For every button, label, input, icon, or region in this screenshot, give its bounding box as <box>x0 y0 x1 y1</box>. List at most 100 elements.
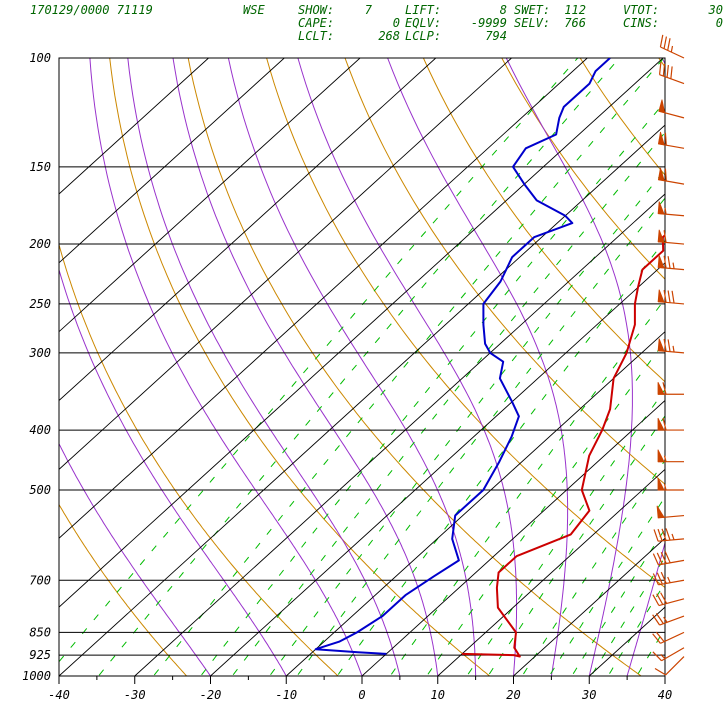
wind-barb <box>656 505 685 519</box>
index-vtot-label: VTOT: <box>623 3 660 17</box>
mixing-ratio-line <box>426 340 665 676</box>
isotherms <box>59 58 665 676</box>
moist-adiabat-line <box>626 58 665 676</box>
wind-barb <box>659 34 685 59</box>
mixing-ratio-line <box>336 239 665 676</box>
isotherm-line <box>513 537 665 676</box>
x-ticks <box>58 676 666 684</box>
index-lclp-label: LCLP: <box>405 29 442 43</box>
wind-barb <box>657 382 684 395</box>
index-lclt-value: 268 <box>378 29 400 43</box>
pressure-label: 700 <box>29 573 51 587</box>
mixing-ratio-line <box>152 58 665 676</box>
index-vtot-value: 30 <box>708 3 723 17</box>
index-show-label: SHOW: <box>298 3 335 17</box>
wind-barb <box>652 551 685 566</box>
temperature-labels: -40 -30 -20 -10 0 10 20 30 40 <box>48 688 672 702</box>
dry-adiabat-line <box>59 503 188 676</box>
dry-adiabat-line <box>109 58 491 676</box>
wind-barb <box>657 477 684 491</box>
mixing-ratio-line <box>590 556 665 676</box>
isotherm-line <box>664 675 665 676</box>
dry-adiabat-line <box>422 58 665 383</box>
pressure-label: 200 <box>29 237 51 251</box>
wind-barb <box>657 201 685 217</box>
wind-barb <box>653 528 685 542</box>
index-eqlv-label: EQLV: <box>405 16 442 30</box>
wind-barb <box>652 613 685 626</box>
isotherm-line <box>59 124 665 676</box>
moist-adiabat-line <box>172 58 439 676</box>
isotherm-line <box>361 399 665 676</box>
index-cins-label: CINS: <box>623 16 660 30</box>
isotherm-line <box>59 58 361 333</box>
header-station: 170129/0000 71119 <box>30 3 153 17</box>
temperature-label: 40 <box>658 688 672 702</box>
wind-barb <box>657 417 684 431</box>
mixing-ratio-line <box>97 58 620 676</box>
isotherm-line <box>59 58 588 539</box>
moist-adiabat-line <box>227 58 477 676</box>
isotherm-line <box>59 58 664 608</box>
pressure-label: 250 <box>29 297 51 311</box>
wind-barb <box>652 647 685 662</box>
wind-barb <box>657 449 684 463</box>
wind-barb <box>652 571 685 586</box>
wind-barb <box>652 631 685 644</box>
isotherm-line <box>59 58 512 471</box>
moist-adiabat-line <box>387 58 569 676</box>
wind-barb <box>657 167 685 185</box>
temperature-label: 20 <box>506 688 520 702</box>
temperature-label: -40 <box>48 688 70 702</box>
pressure-label: 925 <box>29 648 51 662</box>
pressure-label: 400 <box>29 423 51 437</box>
pressure-label: 150 <box>29 160 51 174</box>
dry-adiabat-line <box>266 58 665 589</box>
index-selv-value: 766 <box>564 16 586 30</box>
pressure-labels: 1000 925 850 700 500 400 300 250 200 150 100 <box>22 51 51 683</box>
index-show-value: 7 <box>364 3 372 17</box>
wind-barb <box>657 229 685 245</box>
isotherm-line <box>285 331 665 676</box>
isotherm-line <box>59 58 437 402</box>
isobars <box>59 57 665 677</box>
frame-rect <box>58 57 666 677</box>
mixing-ratio-line <box>231 131 665 676</box>
index-cape-value: 0 <box>392 16 400 30</box>
mixing-ratio-line <box>636 627 665 676</box>
pressure-label: 100 <box>29 51 51 65</box>
mixing-ratio-line <box>268 169 665 676</box>
dry-adiabat-line <box>187 58 642 676</box>
pressure-label: 500 <box>29 483 51 497</box>
dry-adiabat-line <box>344 58 665 485</box>
dry-adiabat-line <box>59 242 339 676</box>
moist-adiabat-line <box>127 58 401 676</box>
wind-barb <box>654 656 685 676</box>
wind-barb <box>657 289 685 305</box>
moist-adiabat-line <box>59 442 212 676</box>
temperature-label: -30 <box>124 688 146 702</box>
dry-adiabats <box>59 58 665 676</box>
index-swet-value: 112 <box>564 3 586 17</box>
pressure-label: 300 <box>28 346 51 360</box>
header-code: WSE <box>243 3 265 17</box>
mixing-ratio-line <box>389 298 665 676</box>
index-cape-label: CAPE: <box>298 16 335 30</box>
temperature-label: 0 <box>358 688 365 702</box>
index-lclt-label: LCLT: <box>298 29 335 43</box>
index-cins-value: 0 <box>715 16 723 30</box>
mixing-ratio-line <box>59 58 579 663</box>
wind-barb <box>652 592 685 607</box>
wind-barb <box>658 62 685 85</box>
index-eqlv-value: -9999 <box>470 16 507 30</box>
temperature-label: -10 <box>275 688 297 702</box>
dewpoint-profile <box>314 58 611 655</box>
wind-barb <box>657 338 685 354</box>
moist-adiabat-line <box>89 58 363 676</box>
moist-adiabat-line <box>59 268 287 676</box>
mixing-ratio-line <box>571 528 665 676</box>
wind-barbs <box>652 34 685 676</box>
moist-adiabat-line <box>505 58 633 676</box>
mixing-ratio-lines <box>59 58 665 676</box>
